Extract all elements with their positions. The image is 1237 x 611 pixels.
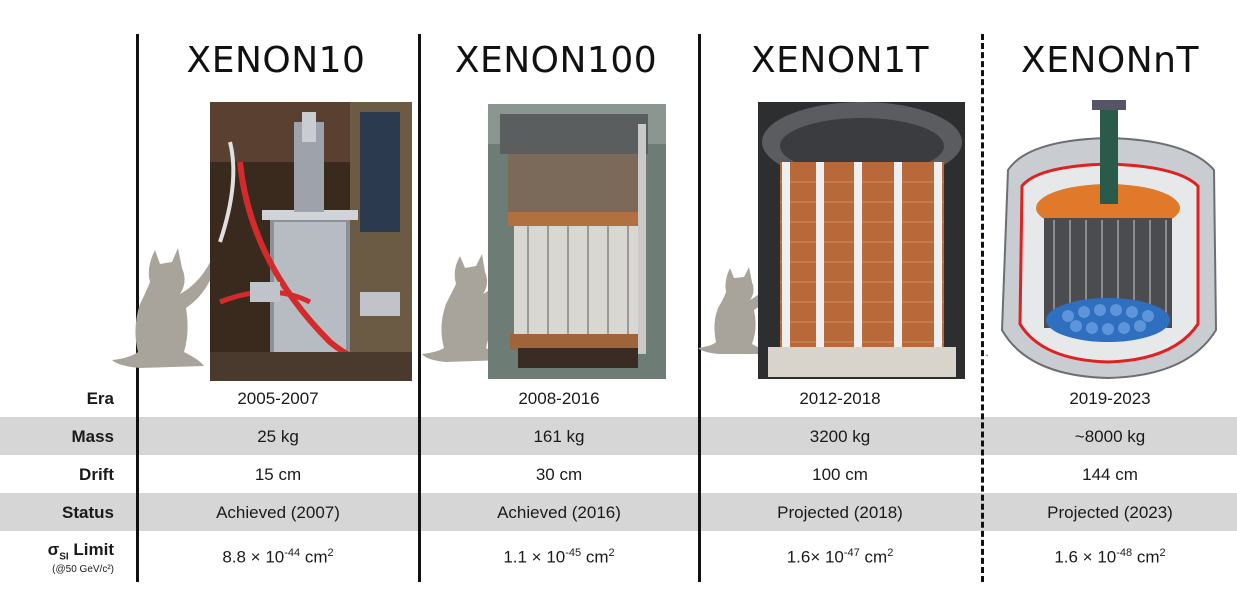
mass-value: 161 kg xyxy=(533,427,585,446)
mass-value: 3200 kg xyxy=(809,427,871,446)
status-value: Projected (2023) xyxy=(1047,503,1173,522)
cat-silhouette-icon xyxy=(698,267,780,354)
mass-value: ~8000 kg xyxy=(1074,427,1146,446)
era-value: 2019-2023 xyxy=(1069,389,1151,408)
separator-line xyxy=(418,34,421,582)
limit-value: 1.1 × 10-45 cm2 xyxy=(503,547,615,567)
experiment-title: XENON1T xyxy=(751,40,929,81)
row-label-limit: σSI Limit xyxy=(0,540,114,562)
drift-value: 144 cm xyxy=(1082,465,1138,484)
row-label-drift: Drift xyxy=(79,465,114,484)
mass-row-band xyxy=(0,417,1237,455)
row-label-era: Era xyxy=(86,389,114,408)
status-value: Projected (2018) xyxy=(777,503,903,522)
detector-photo xyxy=(488,104,666,379)
era-value: 2008-2016 xyxy=(518,389,600,408)
detector-photo xyxy=(758,102,965,379)
cat-silhouette-icon xyxy=(422,254,516,362)
drift-value: 30 cm xyxy=(535,465,583,484)
limit-value: 8.8 × 10-44 cm2 xyxy=(222,547,334,567)
drift-value: 15 cm xyxy=(254,465,302,484)
status-row-band xyxy=(0,493,1237,531)
experiment-title: XENON100 xyxy=(454,40,658,81)
era-value: 2005-2007 xyxy=(237,389,319,408)
cat-silhouette-icon xyxy=(112,248,218,368)
era-value: 2012-2018 xyxy=(799,389,881,408)
detector-photo xyxy=(210,102,412,381)
sigma-subscript: SI xyxy=(59,551,69,563)
sigma-symbol: σ xyxy=(47,540,60,559)
separator-dashed-line xyxy=(981,34,984,582)
row-label-status: Status xyxy=(62,503,114,522)
status-value: Achieved (2016) xyxy=(497,503,621,522)
row-label-mass: Mass xyxy=(71,427,114,446)
limit-word: Limit xyxy=(68,540,114,559)
limit-value: 1.6 × 10-48 cm2 xyxy=(1054,547,1166,567)
limit-value: 1.6× 10-47 cm2 xyxy=(786,547,894,567)
separator-line xyxy=(136,34,139,582)
separator-line xyxy=(698,34,701,582)
limit-note: (@50 GeV/c²) xyxy=(52,564,114,575)
experiment-title: XENONnT xyxy=(1021,40,1199,81)
drift-value: 100 cm xyxy=(812,465,868,484)
experiment-title: XENON10 xyxy=(186,40,366,81)
detector-illustration xyxy=(988,100,1230,384)
mass-value: 25 kg xyxy=(257,427,299,446)
status-value: Achieved (2007) xyxy=(216,503,340,522)
